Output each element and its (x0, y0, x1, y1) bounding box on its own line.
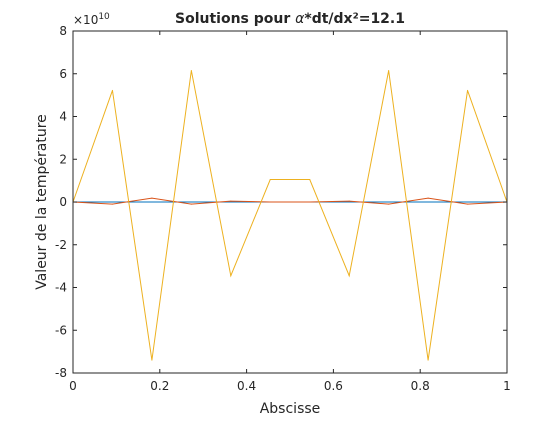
x-tick-label-1: 0 (69, 379, 77, 393)
data-point-s2-4 (190, 203, 192, 205)
y-tick-label-7: 4 (59, 110, 67, 124)
data-point-s1-5 (230, 201, 232, 203)
data-point-s2-3 (151, 197, 153, 199)
series-line-3 (72, 70, 508, 361)
data-point-s1-10 (427, 201, 429, 203)
y-tick-label-9: 8 (59, 24, 67, 38)
data-point-s3-6 (269, 179, 271, 181)
data-point-s1-9 (388, 201, 390, 203)
x-tick-label-3: 0.4 (237, 379, 256, 393)
y-tick-label-4: -2 (55, 238, 67, 252)
data-point-s3-9 (388, 70, 390, 72)
chart-title: Solutions pour α*dt/dx²=12.1 (175, 11, 405, 27)
y-tick-label-3: -4 (55, 281, 67, 295)
series-line-2 (72, 197, 508, 205)
y-tick-label-5: 0 (59, 195, 67, 209)
y-tick-label-2: -6 (55, 323, 67, 337)
data-point-s2-11 (467, 203, 469, 205)
y-axis-exponent-power: 10 (98, 12, 110, 22)
data-point-s2-6 (269, 201, 271, 203)
y-axis-exponent-base: ×10 (73, 13, 98, 27)
y-tick-label-1: -8 (55, 366, 67, 380)
data-point-s3-8 (348, 275, 350, 277)
data-point-s3-5 (230, 275, 232, 277)
x-tick-label-4: 0.6 (324, 379, 343, 393)
data-point-s3-7 (309, 179, 311, 181)
data-point-s1-8 (348, 201, 350, 203)
chart-title-prefix: Solutions pour (175, 11, 295, 27)
y-axis-exponent: ×1010 (73, 12, 110, 27)
data-point-s1-2 (111, 201, 113, 203)
x-axis-label: Abscisse (260, 401, 321, 417)
y-tick-label-8: 6 (59, 67, 67, 81)
chart-title-alpha-symbol: α (295, 11, 305, 27)
data-point-s3-2 (111, 89, 113, 91)
data-point-s1-11 (467, 201, 469, 203)
series-layer (72, 70, 508, 361)
data-point-s2-5 (230, 200, 232, 202)
chart-title-suffix: *dt/dx²=12.1 (304, 11, 405, 27)
y-axis-label: Valeur de la température (34, 114, 50, 290)
x-tick-label-6: 1 (503, 379, 511, 393)
x-tick-label-5: 0.8 (411, 379, 430, 393)
data-point-s2-2 (111, 203, 113, 205)
data-point-s2-8 (348, 200, 350, 202)
x-tick-label-2: 0.2 (150, 379, 169, 393)
tick-label-layer: 0 0.2 0.4 0.6 0.8 1 -8 -6 -4 -2 0 2 4 6 8 (55, 24, 511, 393)
data-point-s3-11 (467, 89, 469, 91)
y-tick-label-6: 2 (59, 152, 67, 166)
data-point-s1-3 (151, 201, 153, 203)
data-point-s3-4 (190, 70, 192, 72)
data-point-s1-4 (190, 201, 192, 203)
data-point-s2-9 (388, 203, 390, 205)
data-point-s2-7 (309, 201, 311, 203)
plot-frame (72, 30, 508, 374)
data-point-s2-10 (427, 197, 429, 199)
data-point-s3-10 (427, 359, 429, 361)
data-point-s3-3 (151, 359, 153, 361)
